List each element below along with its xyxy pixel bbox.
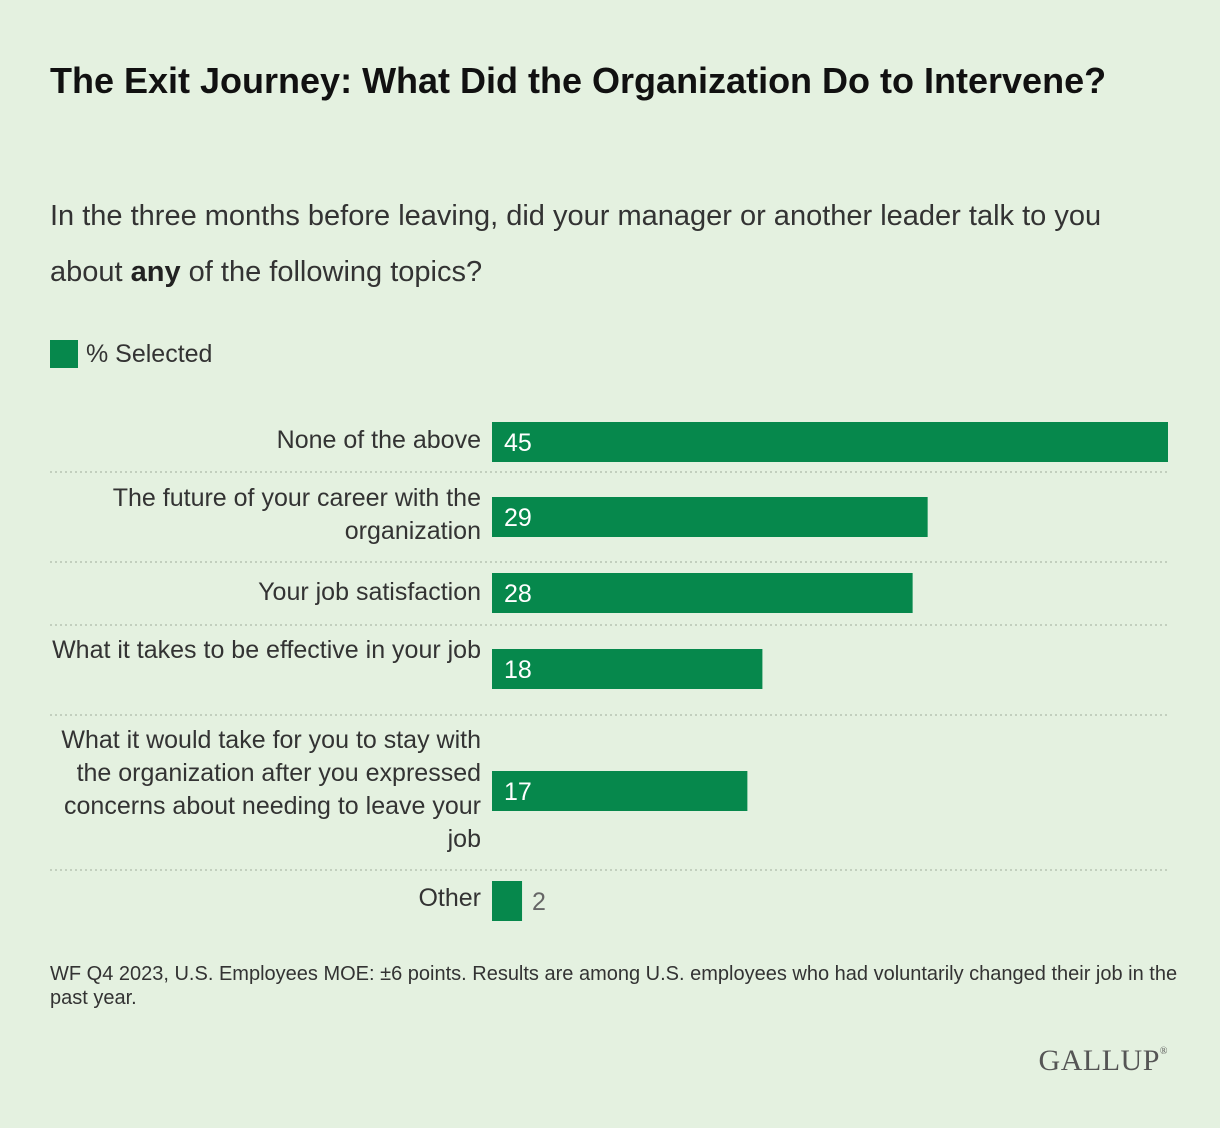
chart-title: The Exit Journey: What Did the Organizat… (50, 60, 1107, 101)
legend-label: % Selected (86, 339, 213, 368)
bar (492, 573, 913, 613)
bar (492, 881, 523, 921)
bar (492, 422, 1168, 462)
bar-value-label: 29 (504, 504, 532, 532)
category-label: None of the above (276, 426, 481, 454)
bar-value-label: 2 (532, 888, 546, 916)
bar-chart: 45 29 28 18 17 2 (50, 422, 1168, 921)
bar (492, 649, 763, 689)
gallup-logo: GALLUP® (1039, 1044, 1168, 1078)
category-label: What it would take for you to stay with … (61, 726, 481, 853)
legend-swatch (50, 340, 78, 368)
bar (492, 497, 928, 537)
legend: % Selected (50, 336, 212, 372)
category-label: Your job satisfaction (258, 578, 481, 606)
bar-value-label: 17 (504, 778, 532, 806)
subtitle-text-before: In the three months before leaving, did … (50, 200, 1102, 288)
bar-value-label: 28 (504, 580, 532, 608)
bar-value-label: 45 (504, 429, 532, 457)
registered-mark-icon: ® (1159, 1046, 1168, 1057)
bar (492, 771, 748, 811)
bar-value-label: 18 (504, 656, 532, 684)
chart-subtitle: In the three months before leaving, did … (50, 188, 1180, 300)
category-label: The future of your career with the organ… (112, 484, 481, 545)
category-label: What it takes to be effective in your jo… (52, 636, 481, 664)
subtitle-text-bold: any (130, 256, 181, 288)
gallup-logo-text: GALLUP (1038, 1044, 1160, 1077)
subtitle-text-after: of the following topics? (180, 256, 483, 288)
category-label: Other (418, 884, 481, 912)
footnote: WF Q4 2023, U.S. Employees MOE: ±6 point… (50, 963, 1178, 1009)
